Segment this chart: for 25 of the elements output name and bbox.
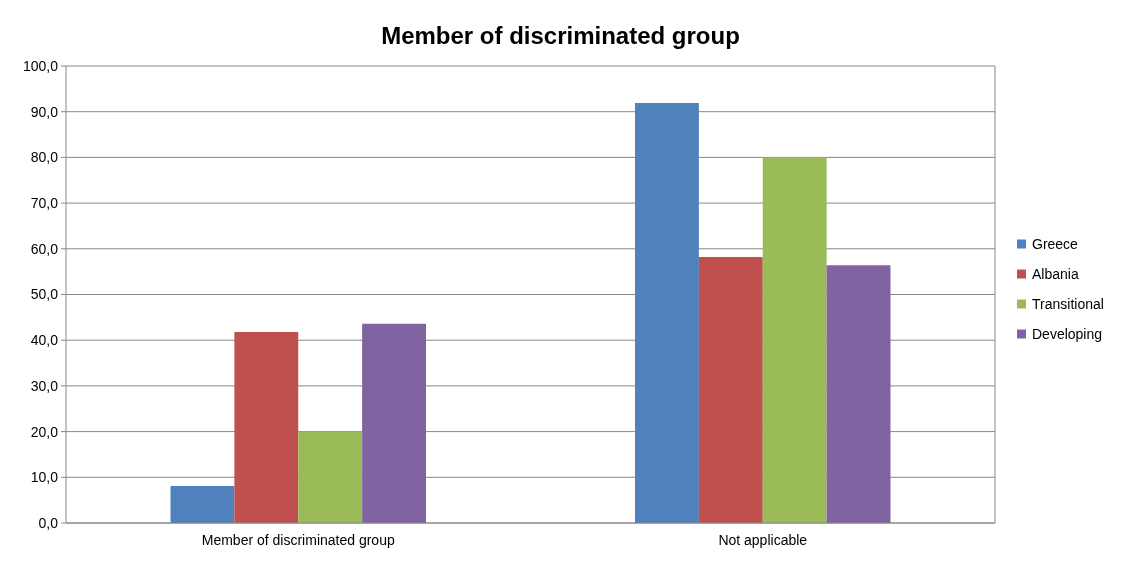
y-tick-label: 80,0	[30, 149, 59, 166]
y-tick-label: 0,0	[38, 514, 59, 531]
chart-title: Member of discriminated group	[381, 22, 740, 49]
bar	[298, 431, 363, 523]
y-tick-label: 60,0	[30, 240, 59, 257]
legend-label: Developing	[1032, 326, 1103, 343]
y-tick-label: 100,0	[22, 57, 59, 74]
y-tick-label: 10,0	[30, 469, 59, 486]
legend-label: Greece	[1032, 236, 1079, 253]
y-tick-label: 90,0	[30, 103, 59, 120]
bar	[234, 331, 299, 523]
y-tick-label: 40,0	[30, 332, 59, 349]
legend-label: Albania	[1032, 266, 1079, 283]
bar	[362, 323, 426, 523]
bar	[635, 103, 699, 523]
y-tick-label: 70,0	[30, 195, 59, 211]
legend-label: Transitional	[1032, 296, 1104, 313]
y-tick-label: 30,0	[30, 377, 59, 394]
y-tick-label: 20,0	[30, 423, 59, 440]
bar	[826, 265, 891, 523]
bar	[762, 157, 827, 523]
bar	[698, 257, 763, 523]
x-tick-label: Not applicable	[718, 532, 808, 548]
y-tick-label: 50,0	[30, 286, 59, 303]
bar	[170, 485, 235, 523]
